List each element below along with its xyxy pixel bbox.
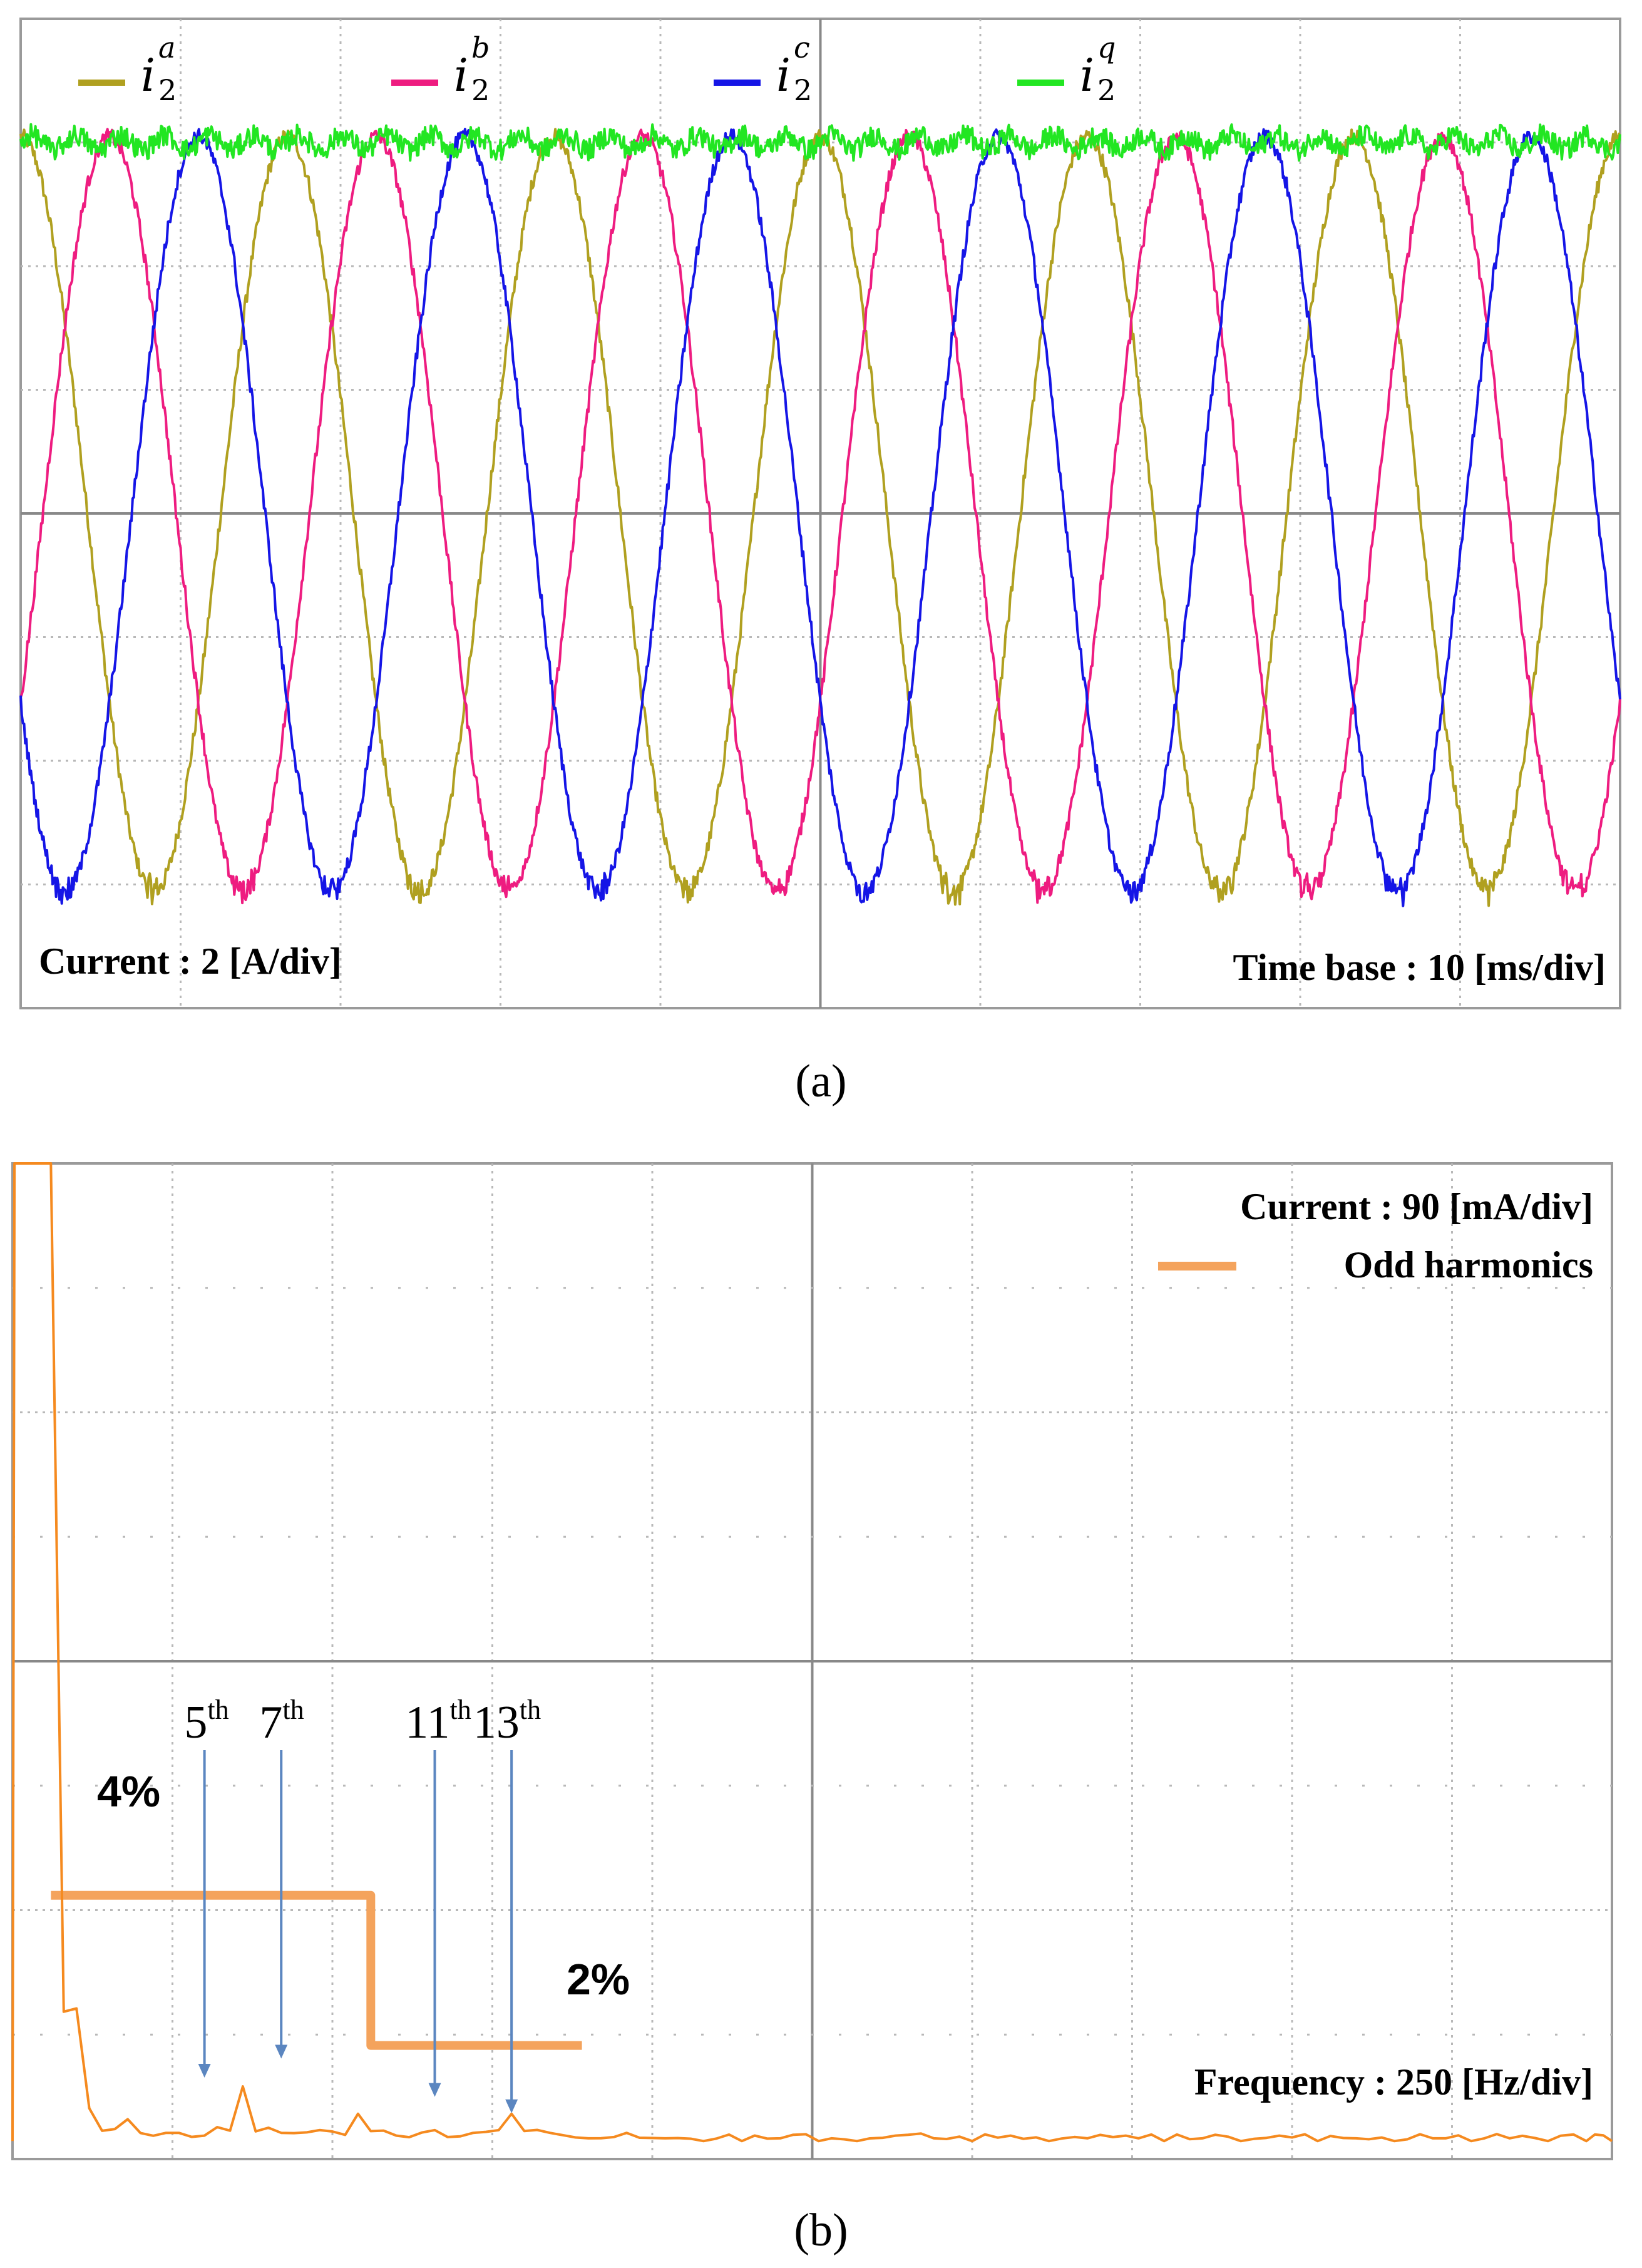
harmonic-arrows bbox=[198, 1750, 518, 2113]
time-base-label: Time base : 10 [ms/div] bbox=[1233, 947, 1606, 988]
arrow-head-11th bbox=[428, 2083, 441, 2097]
arrow-head-5th bbox=[198, 2064, 211, 2078]
limit-label-4-percent: 4% bbox=[97, 1767, 160, 1816]
arrow-head-13th bbox=[505, 2099, 518, 2113]
limit-step-line bbox=[51, 1890, 582, 2050]
panel-a-traces bbox=[19, 123, 1621, 907]
spectrum-trace bbox=[11, 1162, 1613, 2143]
trace-i2-c bbox=[19, 128, 1621, 907]
caption-a: (a) bbox=[795, 1056, 847, 1107]
harmonic-label-13th: 13th bbox=[473, 1694, 541, 1748]
trace-i2-q bbox=[19, 123, 1621, 162]
harmonic-label-5th: 5th bbox=[184, 1694, 228, 1748]
current-scale-label-a: Current : 2 [A/div] bbox=[39, 941, 342, 982]
odd-harmonics-legend-label: Odd harmonics bbox=[1344, 1244, 1593, 1286]
arrow-head-7th bbox=[275, 2044, 288, 2059]
panel-a-grid bbox=[21, 19, 1620, 1008]
panel-b-spectrum: 5th 7th 11th 13th Current : 90 [mA/div] Odd… bbox=[11, 1162, 1613, 2160]
panel-b-grid bbox=[13, 1163, 1612, 2159]
limit-label-2-percent: 2% bbox=[567, 1955, 630, 2004]
panel-a-oscilloscope: ia 2 ib 2 ic 2 iq 2 Current : 2 [A/div] Time ba… bbox=[19, 18, 1621, 1009]
current-scale-label-b: Current : 90 [mA/div] bbox=[1240, 1186, 1593, 1227]
harmonic-limit-lines bbox=[51, 1890, 582, 2050]
caption-b: (b) bbox=[794, 2205, 848, 2256]
frequency-scale-label: Frequency : 250 [Hz/div] bbox=[1194, 2061, 1593, 2103]
odd-harmonics-trace bbox=[11, 1162, 1613, 2143]
